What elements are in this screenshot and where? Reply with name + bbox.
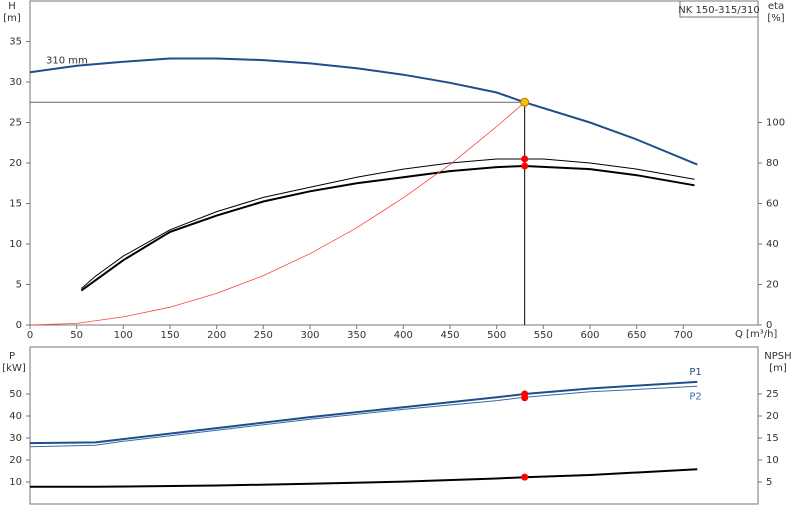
y2-tick-label: 25 (766, 389, 779, 400)
title-box (679, 0, 759, 18)
operating-point (520, 97, 530, 107)
x-tick-label: 50 (70, 330, 83, 341)
y-tick-label: 20 (9, 158, 22, 169)
x-tick-label: 400 (394, 330, 413, 341)
y-tick-label: 50 (9, 389, 22, 400)
x-tick-label: 450 (440, 330, 459, 341)
y2-axis-label: eta (768, 1, 784, 12)
top-plot-frame (29, 0, 759, 326)
y-tick-label: 15 (9, 199, 22, 210)
series-line (29, 380, 698, 445)
y2-axis-unit: [m] (769, 363, 787, 374)
x-tick-label: 200 (207, 330, 226, 341)
y2-tick-label: 40 (766, 239, 779, 250)
y-tick-label: 10 (9, 239, 22, 250)
x-axis-label: Q [m³/h] (735, 329, 777, 340)
series-label: 310 mm (46, 55, 88, 66)
y-axis-label: P (9, 351, 15, 362)
x-tick-label: 500 (487, 330, 506, 341)
x-tick-label: 250 (254, 330, 273, 341)
y2-tick-label: 20 (766, 411, 779, 422)
y-tick-label: 35 (9, 37, 22, 48)
y2-tick-label: 15 (766, 433, 779, 444)
y-axis-label: H (8, 1, 16, 12)
bottom-plot-frame (29, 346, 759, 505)
y-axis-unit: [kW] (2, 363, 26, 374)
x-tick-label: 550 (534, 330, 553, 341)
y2-tick-label: 80 (766, 158, 779, 169)
x-tick-label: 100 (114, 330, 133, 341)
y2-tick-label: 20 (766, 280, 779, 291)
y-tick-label: 10 (9, 477, 22, 488)
series-line (29, 101, 525, 326)
y-tick-label: 0 (16, 320, 22, 331)
x-tick-label: 600 (580, 330, 599, 341)
marker-point (521, 155, 529, 163)
x-tick-label: 650 (627, 330, 646, 341)
series-line (80, 164, 695, 292)
y-tick-label: 20 (9, 455, 22, 466)
x-tick-label: 300 (300, 330, 319, 341)
y-axis-unit: [m] (3, 13, 21, 24)
series-label: P1 (689, 367, 701, 378)
series-line (29, 385, 698, 448)
x-tick-label: 700 (674, 330, 693, 341)
y-tick-label: 30 (9, 433, 22, 444)
x-tick-label: 150 (160, 330, 179, 341)
series-line (30, 468, 698, 488)
y-tick-label: 25 (9, 118, 22, 129)
y2-axis-label: NPSH (764, 351, 791, 362)
x-tick-label: 0 (27, 330, 33, 341)
marker-point (521, 473, 529, 481)
series-line (80, 158, 695, 289)
chart-title: NK 150-315/310 (678, 5, 759, 16)
y-tick-label: 40 (9, 411, 22, 422)
x-tick-label: 350 (347, 330, 366, 341)
y2-tick-label: 0 (766, 320, 772, 331)
y2-tick-label: 10 (766, 455, 779, 466)
y2-tick-label: 100 (766, 118, 785, 129)
y-tick-label: 30 (9, 77, 22, 88)
series-label: P2 (689, 391, 701, 402)
y2-axis-unit: [%] (767, 13, 784, 24)
y2-tick-label: 5 (766, 477, 772, 488)
marker-point (521, 394, 529, 402)
marker-point (521, 162, 529, 170)
series-line (29, 57, 698, 166)
y2-tick-label: 60 (766, 199, 779, 210)
y-tick-label: 5 (16, 280, 22, 291)
